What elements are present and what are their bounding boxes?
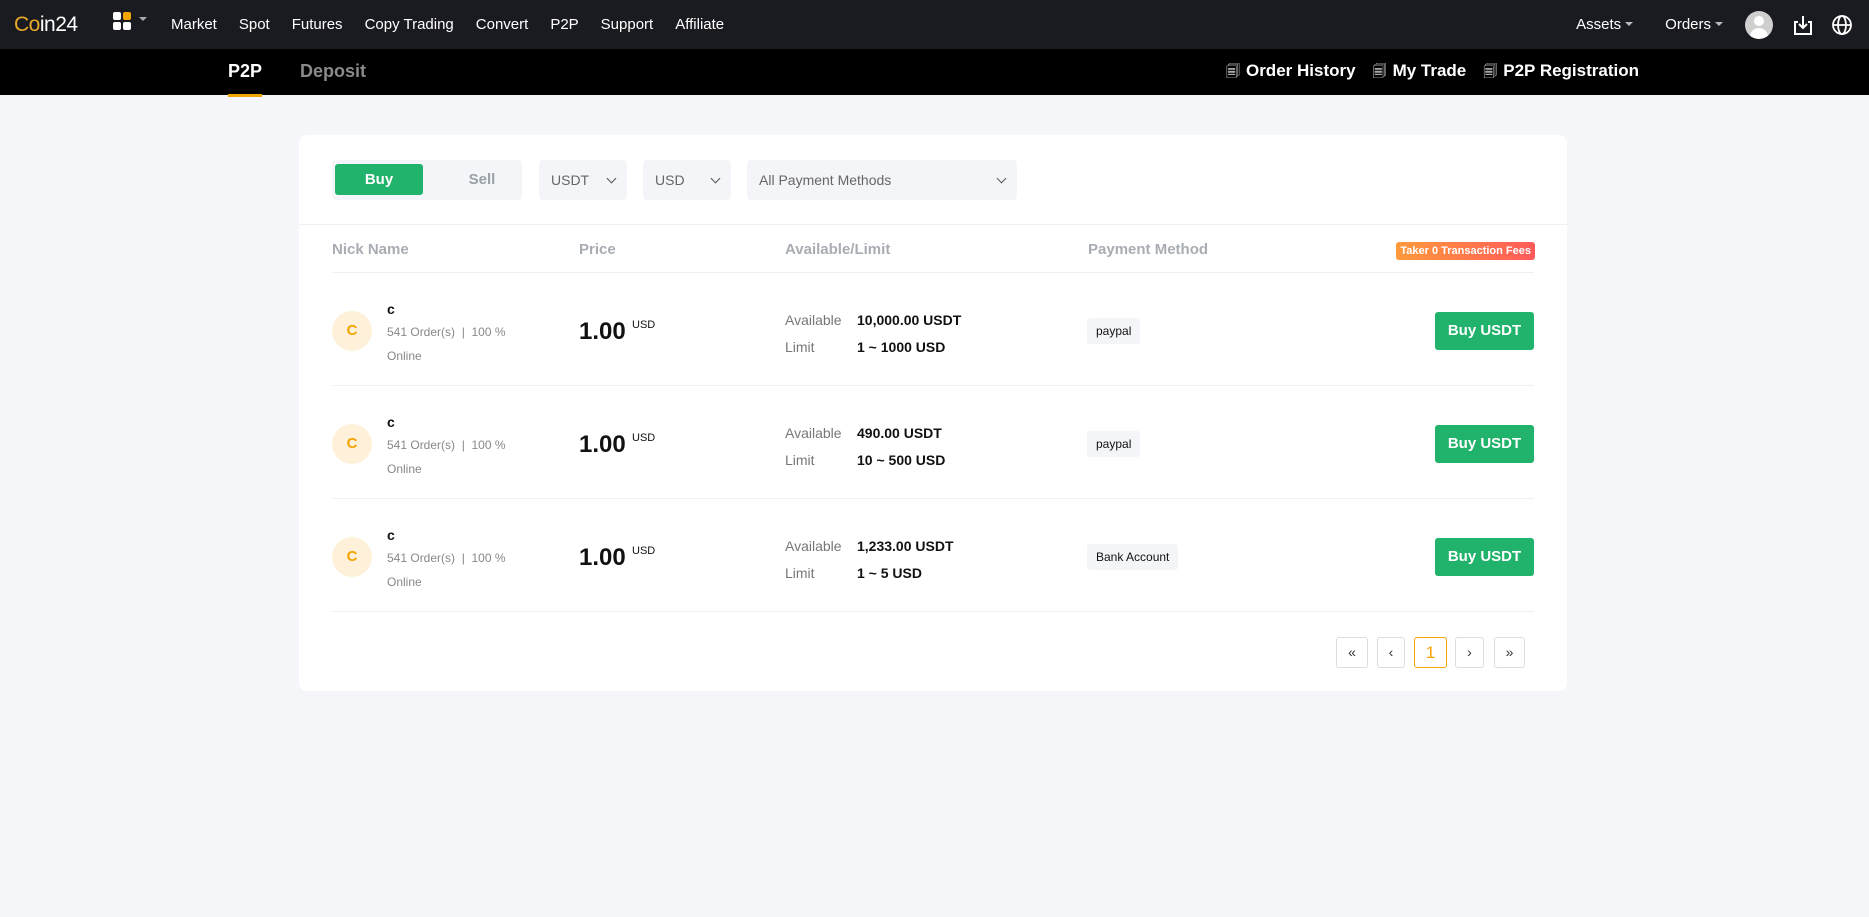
p2p-registration-link[interactable]: 🗐 P2P Registration [1483,61,1639,80]
tab-p2p[interactable]: P2P [228,61,263,97]
price: 1.00 [579,318,626,345]
price-currency: USD [632,432,656,444]
top-navbar: Coin24 Market Spot Futures Copy Trading … [0,0,1869,49]
document-icon: 🗐 [1225,63,1240,79]
header-payment-method: Payment Method [1088,241,1209,258]
buy-usdt-button[interactable]: Buy USDT [1435,312,1534,350]
next-page-button[interactable]: › [1455,637,1484,668]
online-status: Online [387,462,422,476]
sub-navbar: P2P Deposit 🗐 Order History 🗐 My Trade 🗐 P2… [0,49,1869,97]
payment-method-select[interactable]: All Payment Methods [747,160,1017,200]
apps-grid-icon[interactable] [113,12,147,32]
order-stats: 541 Order(s) | 100 % [387,325,506,339]
divider [332,272,1534,273]
available-value: 10,000.00 USDT [857,312,962,328]
divider [332,611,1534,612]
price: 1.00 [579,544,626,571]
last-page-button[interactable]: » [1494,637,1525,668]
limit-value: 1 ~ 5 USD [857,565,922,581]
table-row: C c 541 Order(s) | 100 % Online 1.00 USD… [299,499,1567,612]
page-1-button[interactable]: 1 [1414,637,1447,668]
main-menu: Market Spot Futures Copy Trading Convert… [171,0,746,49]
my-trade-link[interactable]: 🗐 My Trade [1372,61,1467,80]
prev-page-button[interactable]: ‹ [1377,637,1405,668]
nick-name[interactable]: c [387,301,395,317]
document-icon: 🗐 [1483,63,1498,79]
price-currency: USD [632,319,656,331]
sell-tab[interactable]: Sell [468,171,496,188]
tab-deposit[interactable]: Deposit [300,61,367,81]
order-stats: 541 Order(s) | 100 % [387,551,506,565]
nick-name[interactable]: c [387,414,395,430]
logo[interactable]: Coin24 [14,13,78,36]
table-row: C c 541 Order(s) | 100 % Online 1.00 USD… [299,386,1567,499]
orders-dropdown[interactable]: Orders [1665,16,1723,33]
menu-support[interactable]: Support [600,16,654,33]
nick-name[interactable]: c [387,527,395,543]
online-status: Online [387,349,422,363]
menu-market[interactable]: Market [171,16,217,33]
menu-spot[interactable]: Spot [238,16,270,33]
buy-usdt-button[interactable]: Buy USDT [1435,425,1534,463]
order-stats: 541 Order(s) | 100 % [387,438,506,452]
avatar: C [332,311,372,351]
user-avatar[interactable] [1745,10,1773,39]
header-price: Price [579,241,616,258]
available-label: Available [785,425,842,441]
header-nick-name: Nick Name [332,241,409,258]
document-icon: 🗐 [1372,63,1387,79]
fiat-select[interactable]: USD [643,160,731,200]
menu-futures[interactable]: Futures [291,16,343,33]
header-available-limit: Available/Limit [785,241,891,258]
table-row: C c 541 Order(s) | 100 % Online 1.00 USD… [299,273,1567,386]
menu-copy-trading[interactable]: Copy Trading [364,16,454,33]
download-icon[interactable] [1793,14,1813,36]
divider [299,224,1567,225]
limit-label: Limit [785,565,815,581]
price-currency: USD [632,545,656,557]
payment-method-tag: Bank Account [1087,544,1179,570]
fee-badge: Taker 0 Transaction Fees [1396,242,1535,260]
buy-sell-toggle: Buy Sell [332,160,522,200]
payment-method-tag: paypal [1087,318,1141,344]
order-history-link[interactable]: 🗐 Order History [1225,61,1356,80]
assets-dropdown[interactable]: Assets [1576,16,1633,33]
limit-label: Limit [785,339,815,355]
limit-value: 1 ~ 1000 USD [857,339,946,355]
globe-icon[interactable] [1831,14,1853,36]
p2p-card: Buy Sell USDT USD All Payment Methods Ni… [299,135,1567,691]
crypto-select[interactable]: USDT [539,160,627,200]
menu-affiliate[interactable]: Affiliate [675,16,725,33]
buy-usdt-button[interactable]: Buy USDT [1435,538,1534,576]
menu-convert[interactable]: Convert [475,16,529,33]
available-label: Available [785,538,842,554]
payment-method-tag: paypal [1087,431,1141,457]
avatar: C [332,424,372,464]
available-value: 490.00 USDT [857,425,942,441]
first-page-button[interactable]: « [1336,637,1368,668]
divider [332,498,1534,499]
price: 1.00 [579,431,626,458]
menu-p2p[interactable]: P2P [550,16,579,33]
limit-value: 10 ~ 500 USD [857,452,946,468]
available-label: Available [785,312,842,328]
online-status: Online [387,575,422,589]
divider [332,385,1534,386]
limit-label: Limit [785,452,815,468]
avatar: C [332,537,372,577]
available-value: 1,233.00 USDT [857,538,954,554]
buy-tab[interactable]: Buy [335,164,423,195]
